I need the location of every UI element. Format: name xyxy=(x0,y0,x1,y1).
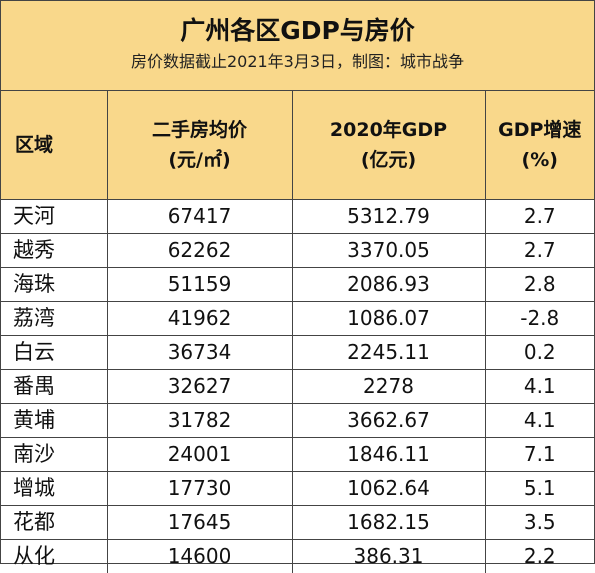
cell-growth: 3.5 xyxy=(485,506,594,540)
header-price-line2: (元/㎡) xyxy=(168,149,230,171)
cell-price: 32627 xyxy=(107,370,292,404)
cell-region: 增城 xyxy=(1,472,107,506)
cell-growth: 2.7 xyxy=(485,200,594,234)
cell-region: 南沙 xyxy=(1,438,107,472)
cell-price: 67417 xyxy=(107,200,292,234)
cell-region: 荔湾 xyxy=(1,302,107,336)
cell-price: 51159 xyxy=(107,268,292,302)
cell-price: 31782 xyxy=(107,404,292,438)
cell-price: 36734 xyxy=(107,336,292,370)
cell-price: 62262 xyxy=(107,234,292,268)
cell-growth: 7.1 xyxy=(485,438,594,472)
header-region: 区域 xyxy=(1,91,107,200)
header-gdp-line1: 2020年GDP xyxy=(330,119,447,141)
cell-growth: 0.2 xyxy=(485,336,594,370)
cell-growth: 2.2 xyxy=(485,540,594,573)
header-growth-line1: GDP增速 xyxy=(498,119,581,141)
cell-region: 白云 xyxy=(1,336,107,370)
cell-price: 17645 xyxy=(107,506,292,540)
cell-gdp: 1062.64 xyxy=(292,472,485,506)
cell-region: 花都 xyxy=(1,506,107,540)
cell-region: 黄埔 xyxy=(1,404,107,438)
cell-growth: 4.1 xyxy=(485,404,594,438)
header-price-line1: 二手房均价 xyxy=(152,119,247,141)
header-growth-line2: (%) xyxy=(522,149,558,171)
cell-region: 越秀 xyxy=(1,234,107,268)
cell-gdp: 3370.05 xyxy=(292,234,485,268)
header-price: 二手房均价 (元/㎡) xyxy=(107,91,292,200)
cell-gdp: 1086.07 xyxy=(292,302,485,336)
page-subtitle: 房价数据截止2021年3月3日，制图：城市战争 xyxy=(1,52,594,72)
header-gdp: 2020年GDP (亿元) xyxy=(292,91,485,200)
cell-gdp: 2245.11 xyxy=(292,336,485,370)
cell-growth: 2.8 xyxy=(485,268,594,302)
cell-gdp: 386.31 xyxy=(292,540,485,573)
cell-gdp: 2278 xyxy=(292,370,485,404)
cell-growth: -2.8 xyxy=(485,302,594,336)
cell-region: 从化 xyxy=(1,540,107,573)
cell-price: 17730 xyxy=(107,472,292,506)
cell-growth: 2.7 xyxy=(485,234,594,268)
cell-gdp: 5312.79 xyxy=(292,200,485,234)
cell-region: 天河 xyxy=(1,200,107,234)
cell-growth: 5.1 xyxy=(485,472,594,506)
page-title: 广州各区GDP与房价 xyxy=(1,1,594,46)
cell-region: 海珠 xyxy=(1,268,107,302)
cell-gdp: 2086.93 xyxy=(292,268,485,302)
header-growth: GDP增速 (%) xyxy=(485,91,594,200)
cell-region: 番禺 xyxy=(1,370,107,404)
title-block: 广州各区GDP与房价 房价数据截止2021年3月3日，制图：城市战争 xyxy=(1,1,594,91)
cell-gdp: 1846.11 xyxy=(292,438,485,472)
cell-price: 41962 xyxy=(107,302,292,336)
header-gdp-line2: (亿元) xyxy=(361,149,416,171)
cell-gdp: 1682.15 xyxy=(292,506,485,540)
header-row: 区域 二手房均价 (元/㎡) 2020年GDP (亿元) GDP增速 (%) xyxy=(1,91,594,200)
cell-gdp: 3662.67 xyxy=(292,404,485,438)
cell-price: 14600 xyxy=(107,540,292,573)
cell-growth: 4.1 xyxy=(485,370,594,404)
cell-price: 24001 xyxy=(107,438,292,472)
